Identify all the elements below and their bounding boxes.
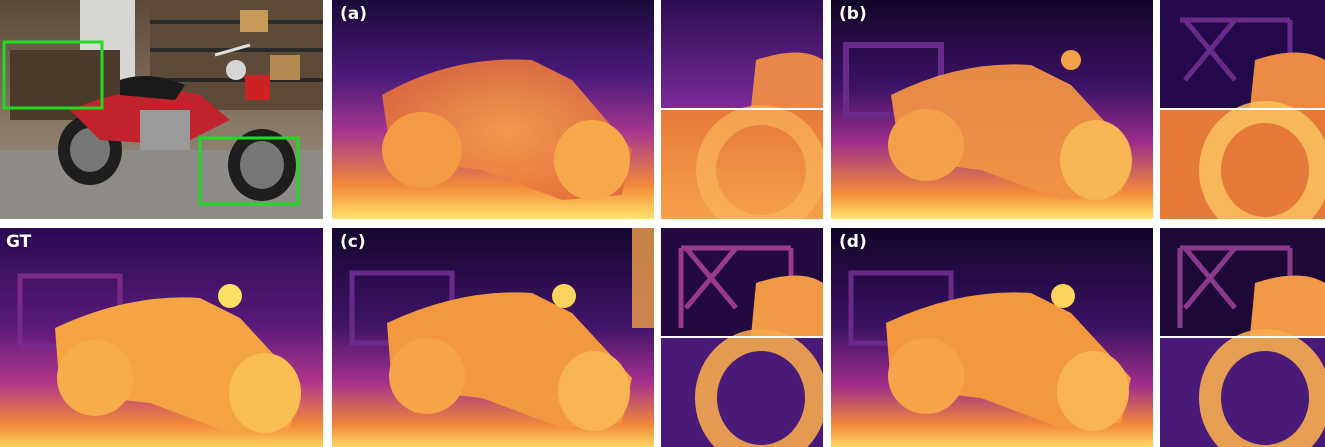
crop-divider-a (661, 108, 823, 110)
depth-panel-gt: GT (0, 228, 323, 447)
crop-panel-c (661, 228, 823, 447)
depth-image-d (831, 228, 1153, 447)
crop-divider-c (661, 336, 823, 338)
crop-image-b (1160, 0, 1325, 219)
panel-label-a: (a) (340, 4, 368, 24)
rgb-photo-image (0, 0, 323, 219)
crop-panel-b (1160, 0, 1325, 219)
depth-panel-c: (c) (332, 228, 654, 447)
depth-panel-d: (d) (831, 228, 1153, 447)
roi-box-chair (2, 40, 104, 110)
depth-panel-b: (b) (831, 0, 1153, 219)
motorcycle-photo (58, 43, 296, 201)
crop-image-c (661, 228, 823, 447)
panel-label-c: (c) (340, 232, 366, 252)
panel-label-gt: GT (6, 232, 32, 252)
depth-image-gt (0, 228, 323, 447)
panel-label-b: (b) (839, 4, 867, 24)
depth-image-b (831, 0, 1153, 219)
crop-image-d (1160, 228, 1325, 447)
crop-divider-b (1160, 108, 1325, 110)
depth-image-a (332, 0, 654, 219)
crop-divider-d (1160, 336, 1325, 338)
depth-panel-a: (a) (332, 0, 654, 219)
crop-image-a (661, 0, 823, 219)
roi-box-wheel (198, 136, 300, 206)
panel-label-d: (d) (839, 232, 867, 252)
rgb-photo-panel (0, 0, 323, 219)
crop-panel-d (1160, 228, 1325, 447)
crop-panel-a (661, 0, 823, 219)
depth-image-c (332, 228, 654, 447)
